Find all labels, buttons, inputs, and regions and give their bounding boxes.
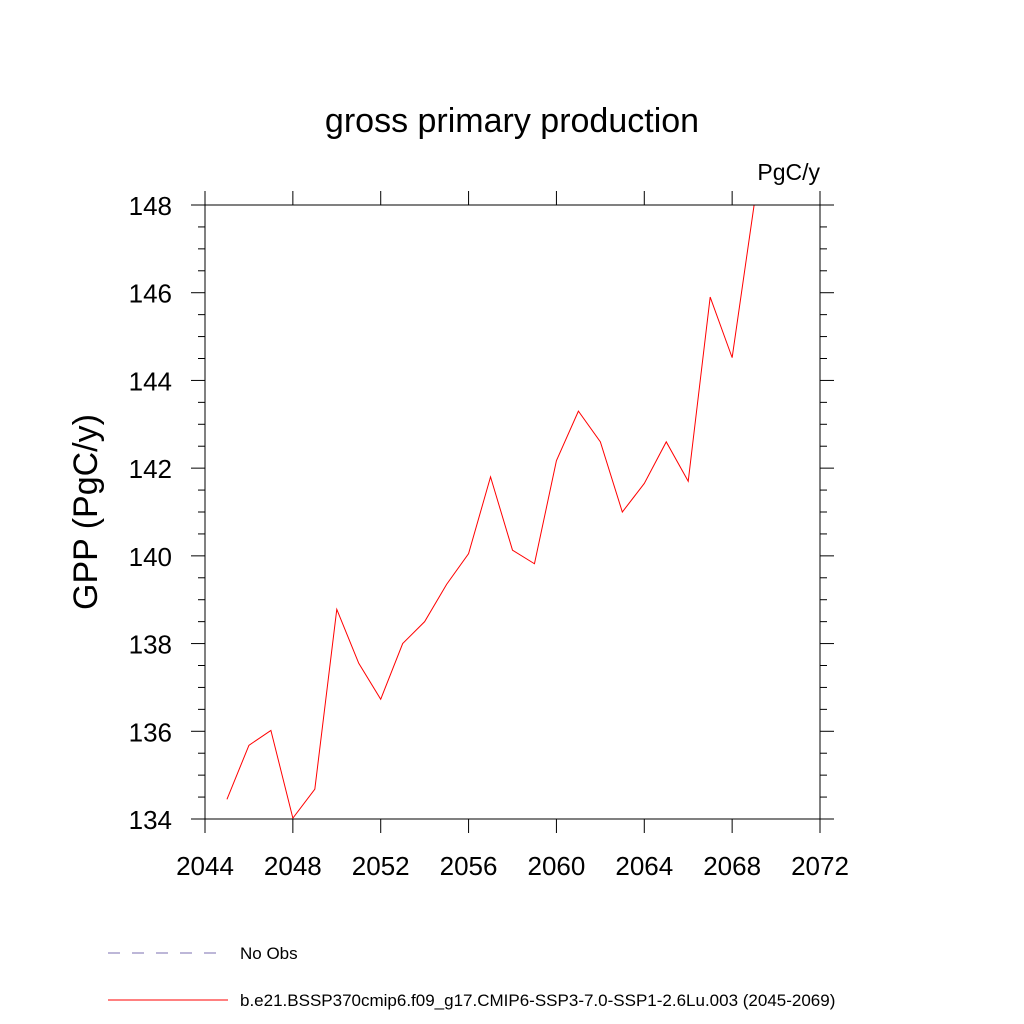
units-label: PgC/y (757, 159, 820, 185)
y-tick-label: 142 (129, 454, 172, 484)
y-tick-label: 138 (129, 630, 172, 660)
y-tick-label: 148 (129, 191, 172, 221)
x-tick-label: 2072 (791, 851, 849, 881)
x-tick-label: 2060 (528, 851, 586, 881)
x-tick-label: 2052 (352, 851, 410, 881)
x-tick-label: 2056 (440, 851, 498, 881)
plot-frame (204, 204, 821, 820)
x-tick-label: 2048 (264, 851, 322, 881)
y-tick-label: 140 (129, 542, 172, 572)
y-tick-label: 134 (129, 805, 172, 835)
legend: No Obs b.e21.BSSP370cmip6.f09_g17.CMIP6-… (108, 944, 835, 1010)
x-tick-label: 2068 (703, 851, 761, 881)
legend-label-model-run: b.e21.BSSP370cmip6.f09_g17.CMIP6-SSP3-7.… (240, 991, 835, 1010)
axis-ticks (191, 191, 834, 833)
axis-tick-labels: 2044 2048 2052 2056 2060 2064 2068 2072 134 136 13… (129, 191, 849, 881)
y-tick-label: 144 (129, 366, 172, 396)
x-tick-label: 2064 (615, 851, 673, 881)
series-line-0 (226, 204, 755, 820)
x-tick-label: 2044 (176, 851, 234, 881)
plot-lines (226, 204, 755, 820)
legend-label-no-obs: No Obs (240, 944, 298, 963)
y-axis-label: GPP (PgC/y) (67, 414, 105, 610)
y-tick-label: 136 (129, 717, 172, 747)
y-tick-label: 146 (129, 279, 172, 309)
chart-title: gross primary production (325, 102, 699, 140)
